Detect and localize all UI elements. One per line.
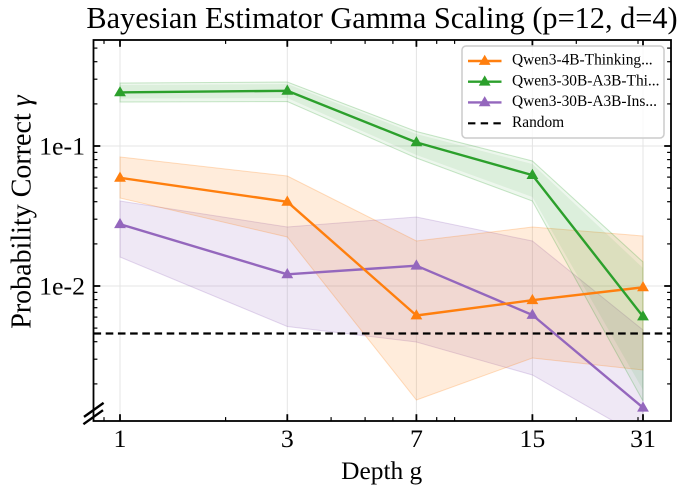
svg-text:1e-1: 1e-1 [39, 132, 85, 161]
svg-text:Qwen3-30B-A3B-Ins...: Qwen3-30B-A3B-Ins... [512, 93, 657, 110]
svg-text:Depth g: Depth g [341, 457, 422, 485]
svg-text:Probability Correct γ: Probability Correct γ [7, 94, 38, 328]
svg-text:1: 1 [114, 424, 127, 453]
svg-text:Qwen3-30B-A3B-Thi...: Qwen3-30B-A3B-Thi... [512, 72, 659, 89]
svg-text:1e-2: 1e-2 [39, 272, 85, 301]
svg-text:Qwen3-4B-Thinking...: Qwen3-4B-Thinking... [512, 52, 653, 69]
svg-text:Bayesian Estimator Gamma Scali: Bayesian Estimator Gamma Scaling (p=12, … [86, 1, 677, 35]
svg-text:Random: Random [512, 114, 564, 131]
svg-text:7: 7 [410, 424, 423, 453]
svg-text:15: 15 [520, 424, 546, 453]
svg-text:3: 3 [281, 424, 294, 453]
svg-text:31: 31 [630, 424, 656, 453]
